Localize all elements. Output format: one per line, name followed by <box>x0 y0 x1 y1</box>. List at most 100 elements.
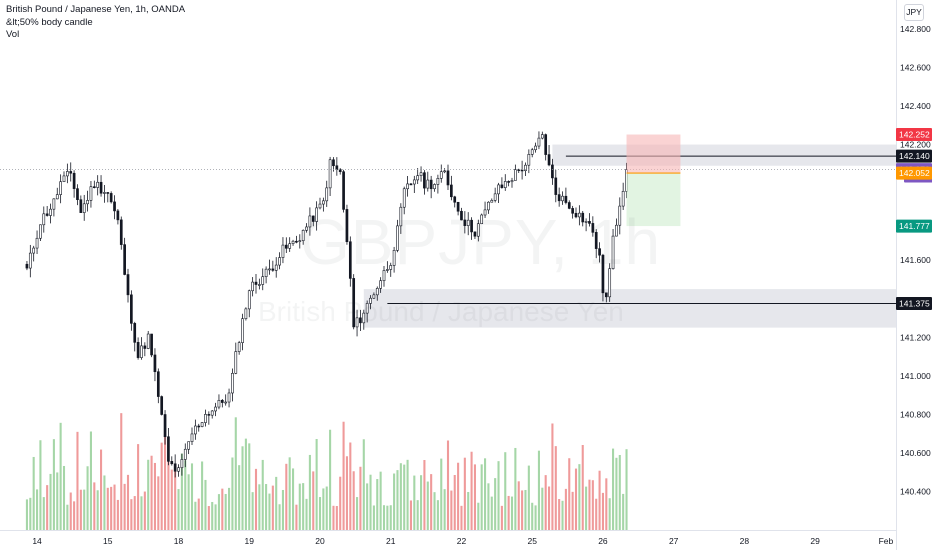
candle-body <box>551 164 554 179</box>
candle-body <box>342 171 345 210</box>
candle-body <box>217 399 221 408</box>
volume-bar <box>123 483 126 530</box>
candle-body <box>439 171 443 179</box>
volume-bar <box>490 496 493 530</box>
candle-body <box>540 134 544 139</box>
candle-body <box>325 187 329 202</box>
x-tick-label: 27 <box>669 536 679 546</box>
y-tick-label: 142.800 <box>900 24 931 34</box>
volume-bar <box>46 485 49 530</box>
candle-body <box>497 184 500 195</box>
volume-bar <box>517 481 520 530</box>
candle-body <box>194 425 197 435</box>
volume-bar <box>147 459 150 530</box>
candle-body <box>227 392 231 403</box>
entry-price-label-bg <box>896 166 932 180</box>
volume-bar <box>615 457 618 530</box>
candle-body <box>116 210 120 221</box>
candle-body <box>611 235 615 269</box>
volume-bar <box>295 504 298 530</box>
volume-bar <box>69 492 72 530</box>
candle-body <box>514 169 517 181</box>
volume-bar <box>339 476 342 530</box>
candle-body <box>618 205 622 226</box>
candle-body <box>123 244 126 275</box>
volume-bar <box>561 500 564 530</box>
candle-body <box>170 461 174 465</box>
volume-bar <box>214 504 217 530</box>
volume-bar <box>73 501 76 530</box>
candle-body <box>214 406 217 412</box>
candle-body <box>591 223 595 233</box>
candle-body <box>530 149 534 155</box>
volume-bar <box>416 500 419 530</box>
volume-bar <box>352 471 355 530</box>
volume-bar <box>359 466 362 530</box>
candle-body <box>210 410 214 416</box>
candle-body <box>224 401 228 404</box>
candle-body <box>126 274 130 296</box>
candle-body <box>335 165 339 170</box>
volume-bar <box>103 475 106 530</box>
candle-body <box>584 221 588 223</box>
volume-bar <box>258 484 261 530</box>
candle-body <box>419 172 423 177</box>
candle-body <box>156 371 160 397</box>
volume-bar <box>551 423 554 530</box>
volume-bar <box>618 454 621 530</box>
candle-body <box>490 200 494 203</box>
volume-bar <box>386 505 389 530</box>
volume-bar <box>588 479 591 530</box>
candle-body <box>429 179 433 190</box>
volume-bar <box>537 450 540 530</box>
entry-price-label: 142.052 <box>899 168 930 178</box>
volume-bar <box>25 499 28 530</box>
candle-body <box>288 243 292 249</box>
candle-body <box>92 186 96 189</box>
volume-bar <box>406 459 409 530</box>
y-tick-label: 140.800 <box>900 409 931 419</box>
candle-body <box>567 202 571 209</box>
currency-button[interactable]: JPY <box>904 4 924 21</box>
candle-body <box>160 396 164 415</box>
volume-bar <box>463 457 466 530</box>
volume-bar <box>574 468 578 530</box>
candle-body <box>436 178 440 185</box>
candle-body <box>517 169 521 171</box>
y-tick-label: 142.600 <box>900 62 931 72</box>
x-tick-label: 29 <box>810 536 820 546</box>
candle-body <box>372 294 376 299</box>
volume-bar <box>318 497 322 530</box>
volume-bar <box>524 489 527 530</box>
candle-body <box>140 345 143 358</box>
candle-body <box>527 154 531 166</box>
volume-bar <box>399 463 402 530</box>
candle-body <box>547 154 551 166</box>
volume-bar <box>83 489 86 530</box>
volume-bar <box>170 469 173 530</box>
candle-body <box>534 145 537 151</box>
volume-bar <box>436 500 439 530</box>
candle-body <box>251 281 254 292</box>
volume-bar <box>420 475 423 530</box>
volume-bar <box>315 439 318 530</box>
volume-bar <box>558 499 561 530</box>
candle-body <box>433 184 436 190</box>
candle-body <box>244 308 248 319</box>
candle-body <box>416 175 420 181</box>
volume-bar <box>204 479 207 530</box>
volume-bar <box>612 448 615 530</box>
volume-bar <box>100 449 103 530</box>
volume-bar <box>140 496 143 530</box>
candle-body <box>119 219 123 245</box>
candle-body <box>382 270 386 282</box>
candle-body <box>483 209 487 216</box>
volume-bar <box>497 461 500 530</box>
volume-bar <box>480 464 483 530</box>
volume-bar <box>305 498 308 530</box>
candle-body <box>261 276 265 285</box>
volume-bar <box>42 497 45 530</box>
candle-body <box>271 268 275 271</box>
candle-body <box>109 193 113 203</box>
